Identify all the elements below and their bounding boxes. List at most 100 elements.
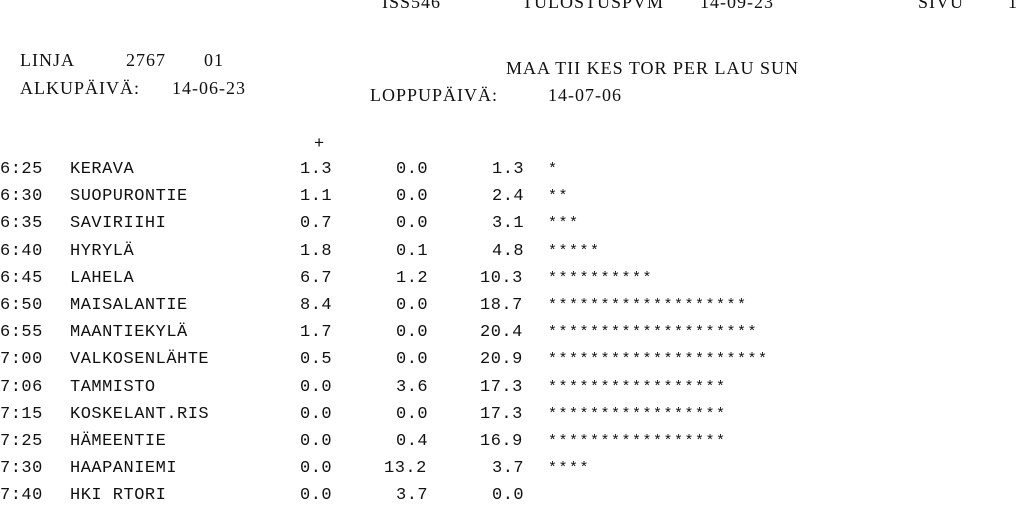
alighting-value: 0.0 bbox=[396, 296, 429, 315]
boarding-value: 0.0 bbox=[300, 404, 333, 424]
departure-time: 6:35 bbox=[0, 214, 43, 234]
stop-name: HÄMEENTIE bbox=[70, 432, 167, 451]
alighting-value: 0.0 bbox=[396, 323, 429, 343]
alighting-value: 0.0 bbox=[396, 187, 429, 207]
load-value: 20.9 bbox=[480, 350, 523, 370]
stop-name: KOSKELANT.RIS bbox=[70, 404, 210, 424]
boarding-value: 0.0 bbox=[300, 486, 333, 506]
line-label: LINJA bbox=[20, 50, 75, 70]
departure-time: 7:40 bbox=[0, 486, 43, 506]
table-row: 6:35 SAVIRIIHI 0.7 0.0 3.1 *** bbox=[0, 214, 1024, 239]
load-bar: ** bbox=[548, 188, 570, 206]
table-row: 7:00 VALKOSENLÄHTE 0.5 0.0 20.9 *************… bbox=[0, 350, 1024, 375]
load-value: 2.4 bbox=[492, 187, 525, 207]
table-row: 7:15 KOSKELANT.RIS 0.0 0.0 17.3 *************… bbox=[0, 405, 1024, 430]
load-bar: **** bbox=[548, 460, 591, 478]
boarding-value: 0.5 bbox=[300, 350, 333, 370]
weekdays: MAA TII KES TOR PER LAU SUN bbox=[506, 58, 800, 78]
load-bar: * bbox=[548, 161, 559, 178]
load-value: 18.7 bbox=[480, 296, 523, 315]
alighting-value: 3.6 bbox=[396, 377, 429, 397]
load-value: 17.3 bbox=[480, 377, 523, 397]
alighting-value: 3.7 bbox=[396, 486, 429, 506]
departure-time: 6:55 bbox=[0, 323, 43, 343]
alighting-value: 0.1 bbox=[396, 241, 429, 261]
stop-name: HYRYLÄ bbox=[70, 241, 135, 261]
table-row: 6:40 HYRYLÄ 1.8 0.1 4.8 ***** bbox=[0, 242, 1024, 267]
departure-time: 6:45 bbox=[0, 268, 43, 288]
table-row: 7:30 HAAPANIEMI 0.0 13.2 3.7 **** bbox=[0, 459, 1024, 484]
load-bar: ******************** bbox=[548, 324, 759, 342]
departure-time: 7:25 bbox=[0, 432, 43, 451]
stop-name: LAHELA bbox=[70, 268, 135, 288]
alighting-value: 0.4 bbox=[396, 432, 429, 451]
load-value: 0.0 bbox=[492, 486, 525, 506]
boarding-value: 0.0 bbox=[300, 377, 333, 397]
boarding-value: 1.1 bbox=[300, 187, 333, 207]
table-row: 7:25 HÄMEENTIE 0.0 0.4 16.9 ***************** bbox=[0, 432, 1024, 457]
load-value: 20.4 bbox=[480, 323, 523, 343]
stop-name: TAMMISTO bbox=[70, 377, 156, 397]
departure-time: 6:40 bbox=[0, 241, 43, 261]
load-bar: ********** bbox=[548, 269, 654, 287]
departure-time: 7:15 bbox=[0, 404, 43, 424]
print-date: 14-09-23 bbox=[700, 0, 774, 12]
report-id: ISS546 bbox=[382, 0, 442, 12]
stop-name: VALKOSENLÄHTE bbox=[70, 350, 210, 370]
load-value: 4.8 bbox=[492, 241, 525, 261]
departure-time: 7:30 bbox=[0, 459, 43, 479]
alighting-value: 1.2 bbox=[396, 268, 429, 288]
stop-name: SUOPURONTIE bbox=[70, 187, 188, 207]
table-row: 6:45 LAHELA 6.7 1.2 10.3 ********** bbox=[0, 269, 1024, 294]
table-row: 6:25 KERAVA 1.3 0.0 1.3 * bbox=[0, 160, 1024, 185]
boarding-value: 1.3 bbox=[300, 160, 333, 179]
alighting-value: 13.2 bbox=[384, 459, 427, 479]
load-bar: ***** bbox=[548, 242, 601, 260]
departure-time: 6:30 bbox=[0, 187, 43, 207]
stop-name: HAAPANIEMI bbox=[70, 459, 178, 479]
departure-time: 6:50 bbox=[0, 296, 43, 315]
load-value: 16.9 bbox=[480, 432, 523, 451]
line-variant: 01 bbox=[204, 50, 224, 70]
boarding-value: 0.0 bbox=[300, 459, 333, 479]
boarding-value: 0.0 bbox=[300, 432, 333, 451]
boarding-value: 1.7 bbox=[300, 323, 333, 343]
departure-time: 7:06 bbox=[0, 377, 43, 397]
alighting-value: 0.0 bbox=[396, 214, 429, 234]
load-bar: ***************** bbox=[548, 378, 727, 396]
page-number: 1 bbox=[1008, 0, 1018, 12]
load-bar: *** bbox=[548, 215, 580, 233]
table-row: 6:55 MAANTIEKYLÄ 1.7 0.0 20.4 ***************… bbox=[0, 323, 1024, 348]
table-row: 7:06 TAMMISTO 0.0 3.6 17.3 ***************** bbox=[0, 378, 1024, 403]
boarding-value: 8.4 bbox=[300, 296, 333, 315]
load-bar: ******************* bbox=[548, 297, 748, 314]
page-label: SIVU bbox=[918, 0, 965, 12]
stop-name: HKI RTORI bbox=[70, 486, 167, 506]
boarding-value: 6.7 bbox=[300, 268, 333, 288]
print-date-label: TULOSTUSPVM bbox=[522, 0, 665, 12]
load-value: 3.7 bbox=[492, 459, 525, 479]
load-value: 10.3 bbox=[480, 268, 523, 288]
alighting-value: 0.0 bbox=[396, 404, 429, 424]
end-date: 14-07-06 bbox=[548, 85, 622, 105]
departure-time: 7:00 bbox=[0, 350, 43, 370]
alighting-value: 0.0 bbox=[396, 160, 429, 179]
plus-marker: + bbox=[314, 135, 325, 154]
departure-time: 6:25 bbox=[0, 160, 43, 179]
alighting-value: 0.0 bbox=[396, 350, 429, 370]
stop-name: MAANTIEKYLÄ bbox=[70, 323, 188, 343]
start-date: 14-06-23 bbox=[172, 78, 246, 98]
boarding-value: 0.7 bbox=[300, 214, 333, 234]
stop-name: SAVIRIIHI bbox=[70, 214, 167, 234]
load-bar: ***************** bbox=[548, 405, 727, 423]
table-row: 6:30 SUOPURONTIE 1.1 0.0 2.4 ** bbox=[0, 187, 1024, 212]
load-bar: ********************* bbox=[548, 351, 769, 369]
load-value: 17.3 bbox=[480, 404, 523, 424]
load-value: 3.1 bbox=[492, 214, 525, 234]
load-bar: ***************** bbox=[548, 433, 727, 450]
stop-name: KERAVA bbox=[70, 160, 135, 179]
load-value: 1.3 bbox=[492, 160, 525, 179]
start-label: ALKUPÄIVÄ: bbox=[20, 78, 140, 98]
table-row: 7:40 HKI RTORI 0.0 3.7 0.0 bbox=[0, 486, 1024, 511]
line-number: 2767 bbox=[126, 50, 166, 70]
